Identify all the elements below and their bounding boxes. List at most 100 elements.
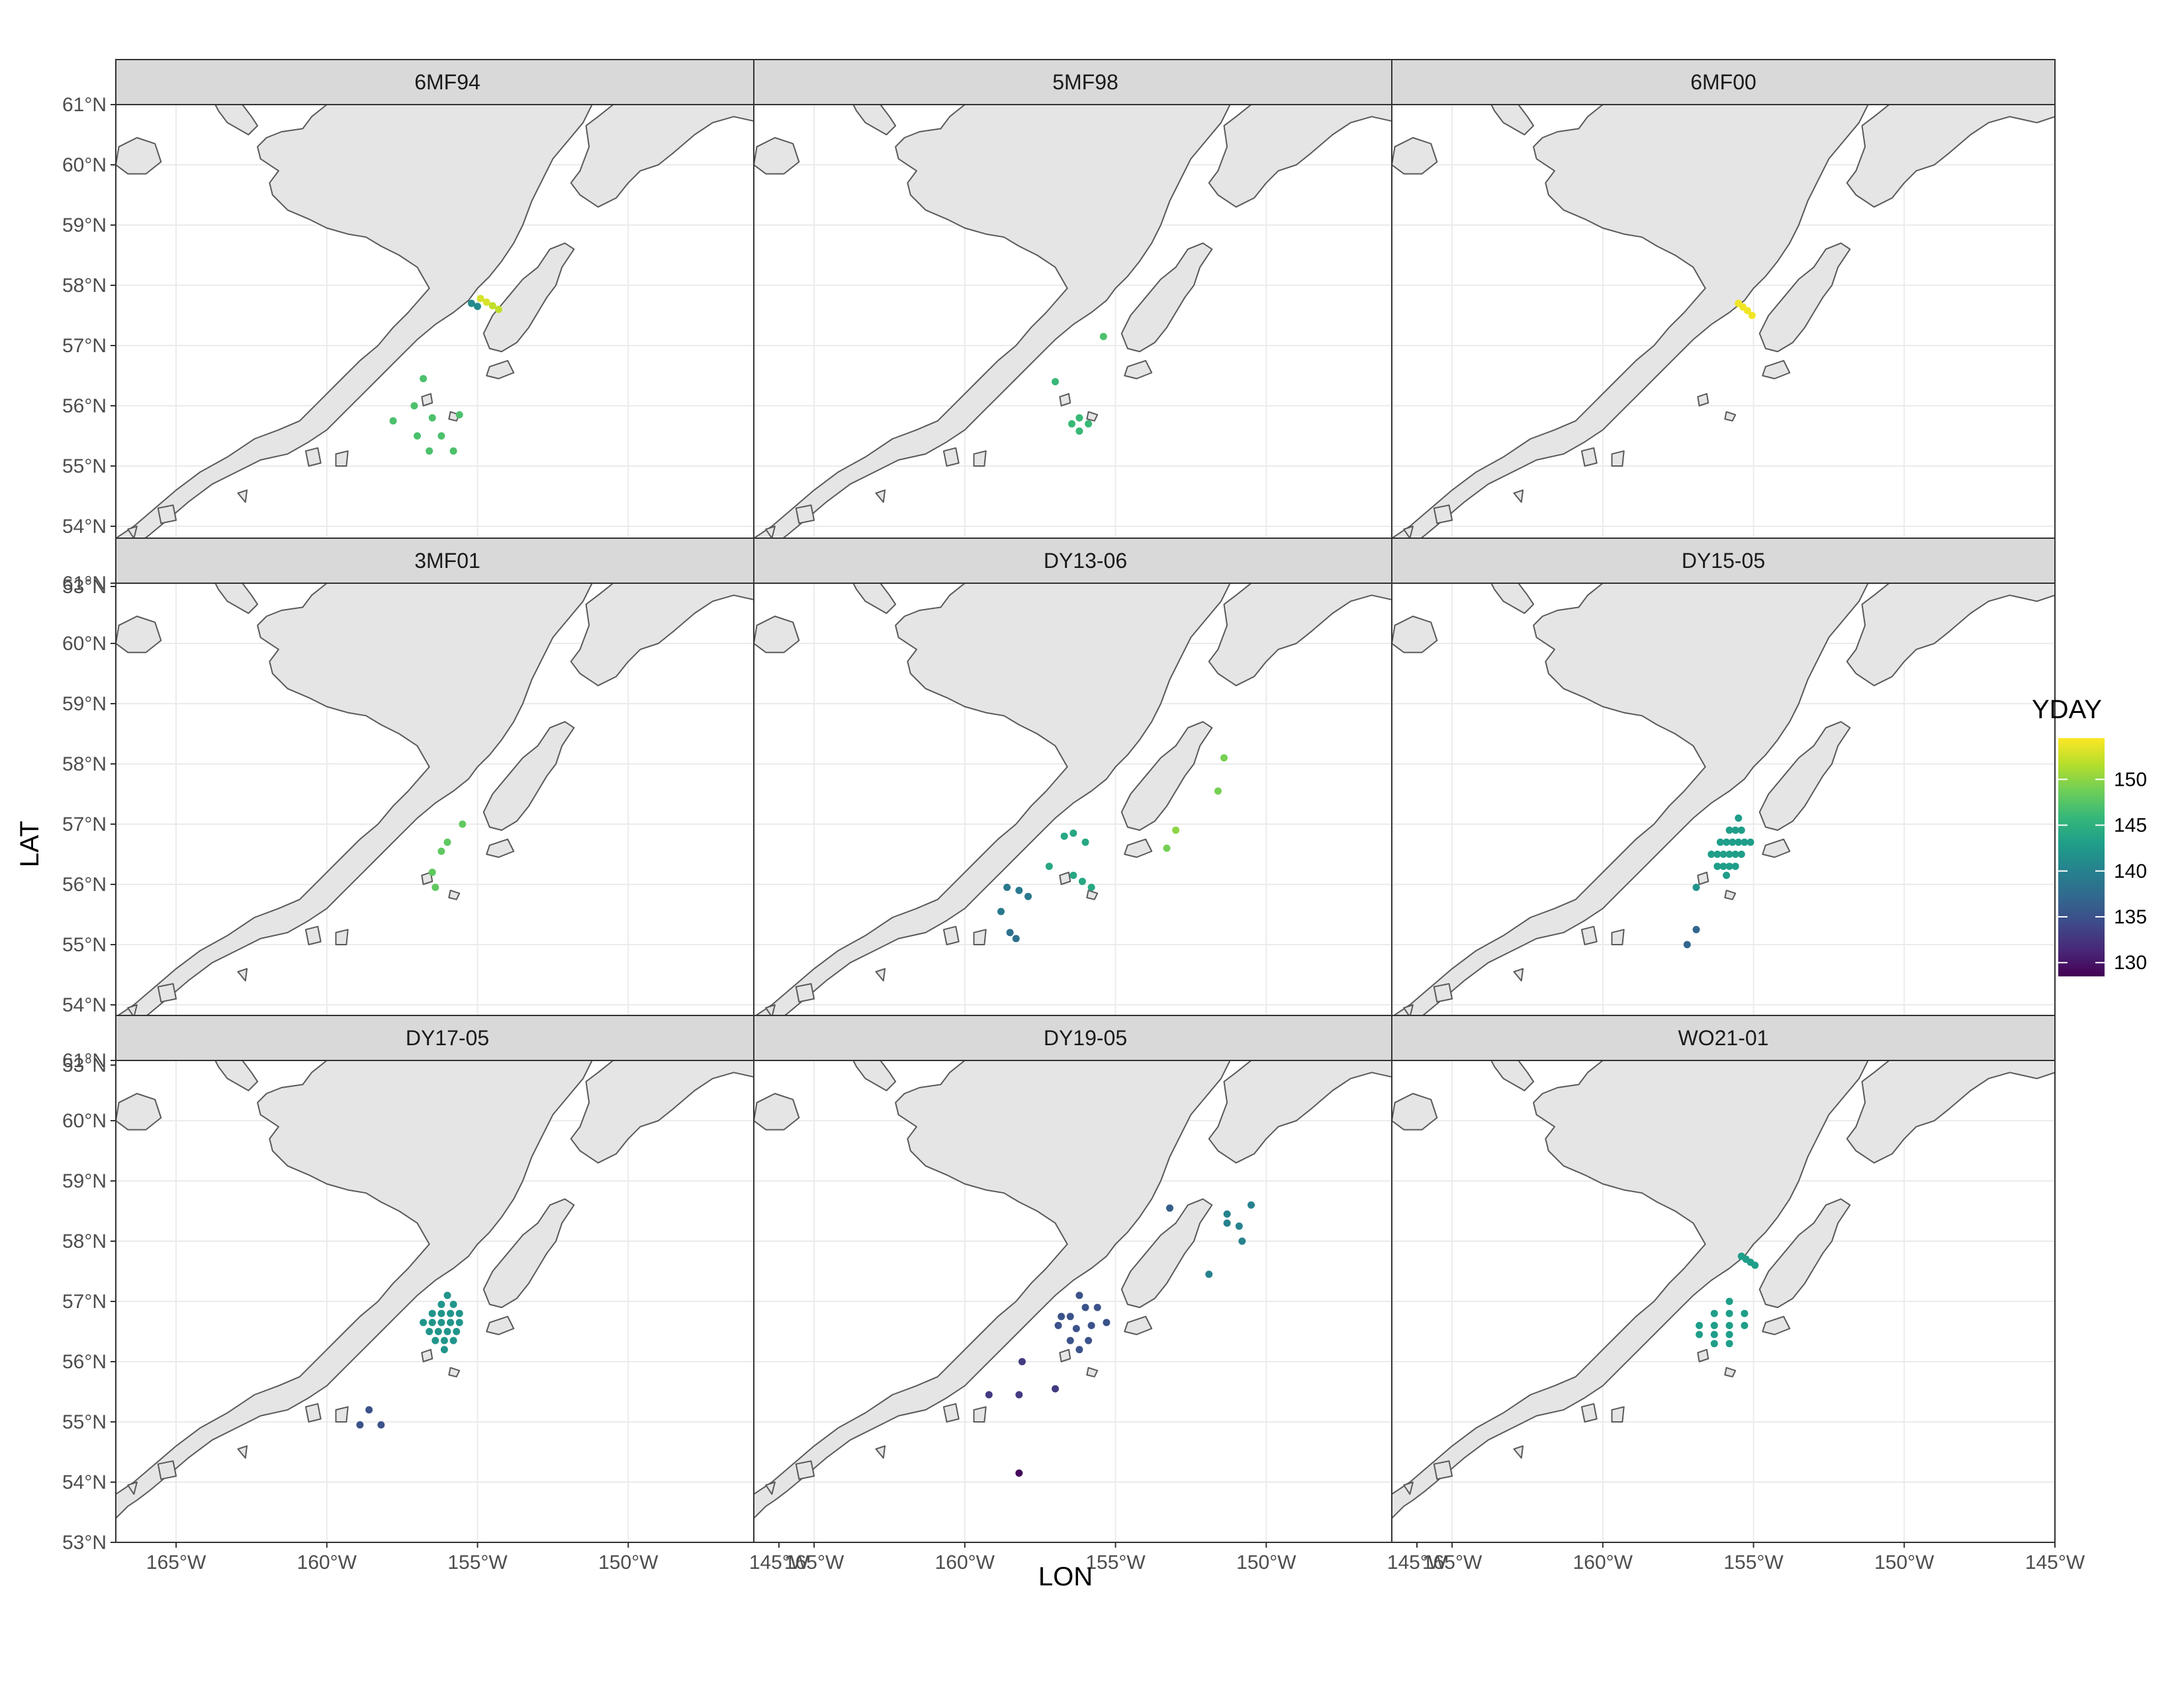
station-point — [482, 299, 490, 306]
kodiak-island-land — [1120, 721, 1213, 831]
alaska-peninsula-land — [1392, 1060, 1869, 1519]
station-point — [1710, 1340, 1718, 1348]
station-points — [1052, 332, 1107, 435]
y-tick-label: 54°N — [62, 516, 107, 538]
northwest-land — [852, 1060, 897, 1092]
station-point — [443, 1328, 451, 1335]
y-tick-label: 55°N — [62, 934, 107, 956]
legend-title: YDAY — [2032, 695, 2102, 724]
alaska-peninsula-land — [1392, 105, 1869, 563]
semidi-islands-land — [1697, 871, 1709, 885]
y-tick-label: 57°N — [62, 335, 107, 357]
x-tick-label: 155°W — [1723, 1552, 1784, 1573]
station-point — [1725, 851, 1733, 858]
station-point — [449, 1301, 457, 1308]
station-point — [1729, 838, 1737, 846]
unimak-offshore-land — [1433, 983, 1453, 1003]
station-point — [1731, 826, 1739, 834]
x-tick-label: 150°W — [1874, 1552, 1934, 1573]
facet-strip — [753, 1015, 1418, 1061]
y-tick-label: 53°N — [62, 1055, 107, 1076]
chirikof-island-land — [448, 1367, 461, 1378]
northwest-land — [214, 1060, 259, 1092]
station-point — [1024, 892, 1032, 900]
facet-label: DY15-05 — [1682, 549, 1765, 573]
station-point — [414, 432, 421, 440]
station-point — [1078, 878, 1086, 885]
semidi-islands-land — [421, 1348, 433, 1362]
station-point — [410, 402, 418, 410]
facet-strip — [115, 59, 780, 105]
semidi-islands-land — [421, 871, 433, 885]
semidi-islands-land — [1059, 871, 1071, 885]
facet-panel: 5MF98 — [753, 59, 1418, 587]
x-tick-label: 160°W — [935, 1552, 995, 1573]
facet-label: DY13-06 — [1044, 549, 1127, 573]
facet-strip — [753, 59, 1418, 105]
y-tick-label: 60°N — [62, 1110, 107, 1132]
station-point — [985, 1391, 993, 1399]
station-point — [1163, 844, 1171, 852]
y-tick-label: 53°N — [62, 1532, 107, 1554]
station-point — [459, 820, 467, 828]
x-axis-title: LON — [1038, 1562, 1093, 1591]
chirikof-island-land — [1086, 890, 1099, 900]
semidi-islands-land — [1697, 1348, 1709, 1362]
unimak-offshore-land — [157, 983, 177, 1003]
shumagin-island-b-land — [1611, 450, 1625, 467]
northwest-land — [852, 105, 897, 136]
northwest-land — [214, 583, 259, 614]
facet-strip — [115, 1015, 780, 1061]
facet-strip — [1391, 59, 2056, 105]
nunivak-island-land — [754, 1093, 800, 1131]
facet-label: 5MF98 — [1052, 70, 1118, 94]
station-point — [1696, 1331, 1704, 1338]
station-point — [477, 295, 484, 303]
station-point — [1683, 941, 1691, 949]
land-layer — [1392, 1060, 2055, 1519]
station-point — [1741, 838, 1749, 846]
station-point — [437, 1309, 445, 1317]
station-point — [437, 432, 445, 440]
station-point — [447, 1319, 455, 1327]
shumagin-island-b-land — [1611, 1406, 1625, 1423]
facet-panels: 6MF94 53°N 54°N 55°N 56°N 57°N 58°N 59°N 60°N 61°… — [62, 59, 2085, 1573]
aleutian-islet-land — [765, 526, 776, 539]
station-point — [1066, 1313, 1074, 1321]
northwest-land — [1490, 583, 1535, 614]
shumagin-island-a-land — [942, 447, 960, 467]
y-tick-label: 60°N — [62, 154, 107, 176]
alaska-peninsula-land — [754, 105, 1231, 563]
station-point — [1068, 420, 1075, 428]
station-point — [1692, 925, 1700, 933]
station-point — [1725, 1331, 1733, 1338]
shumagin-island-b-land — [973, 1406, 987, 1423]
station-point — [455, 411, 463, 419]
station-point — [1248, 1201, 1255, 1209]
station-point — [1103, 1319, 1111, 1327]
facet-strip — [1391, 1015, 2056, 1061]
facet-panel: 6MF00 — [1391, 59, 2056, 587]
station-point — [420, 1319, 428, 1327]
station-points — [1735, 299, 1756, 319]
station-point — [1735, 838, 1743, 846]
station-point — [1018, 1358, 1026, 1366]
land-layer — [116, 1060, 779, 1519]
unimak-offshore-land — [157, 504, 177, 524]
station-point — [474, 303, 481, 310]
y-tick-label: 59°N — [62, 1170, 107, 1192]
shumagin-island-a-land — [1580, 1403, 1598, 1423]
station-point — [1731, 863, 1739, 870]
station-point — [356, 1421, 364, 1429]
station-point — [488, 302, 496, 310]
station-point — [1015, 886, 1023, 894]
y-tick-label: 57°N — [62, 814, 107, 835]
facet-panel: DY17-05 53°N 54°N 55°N 56°N 57°N 58°N 59°N 60°N 6… — [62, 1015, 809, 1573]
trinity-islands-land — [1762, 838, 1791, 858]
station-point — [449, 447, 457, 455]
station-point — [1747, 838, 1754, 846]
shumagin-island-b-land — [1611, 929, 1625, 945]
station-point — [1710, 1331, 1718, 1338]
kodiak-island-land — [1758, 1198, 1851, 1309]
chirikof-island-land — [1086, 411, 1099, 422]
